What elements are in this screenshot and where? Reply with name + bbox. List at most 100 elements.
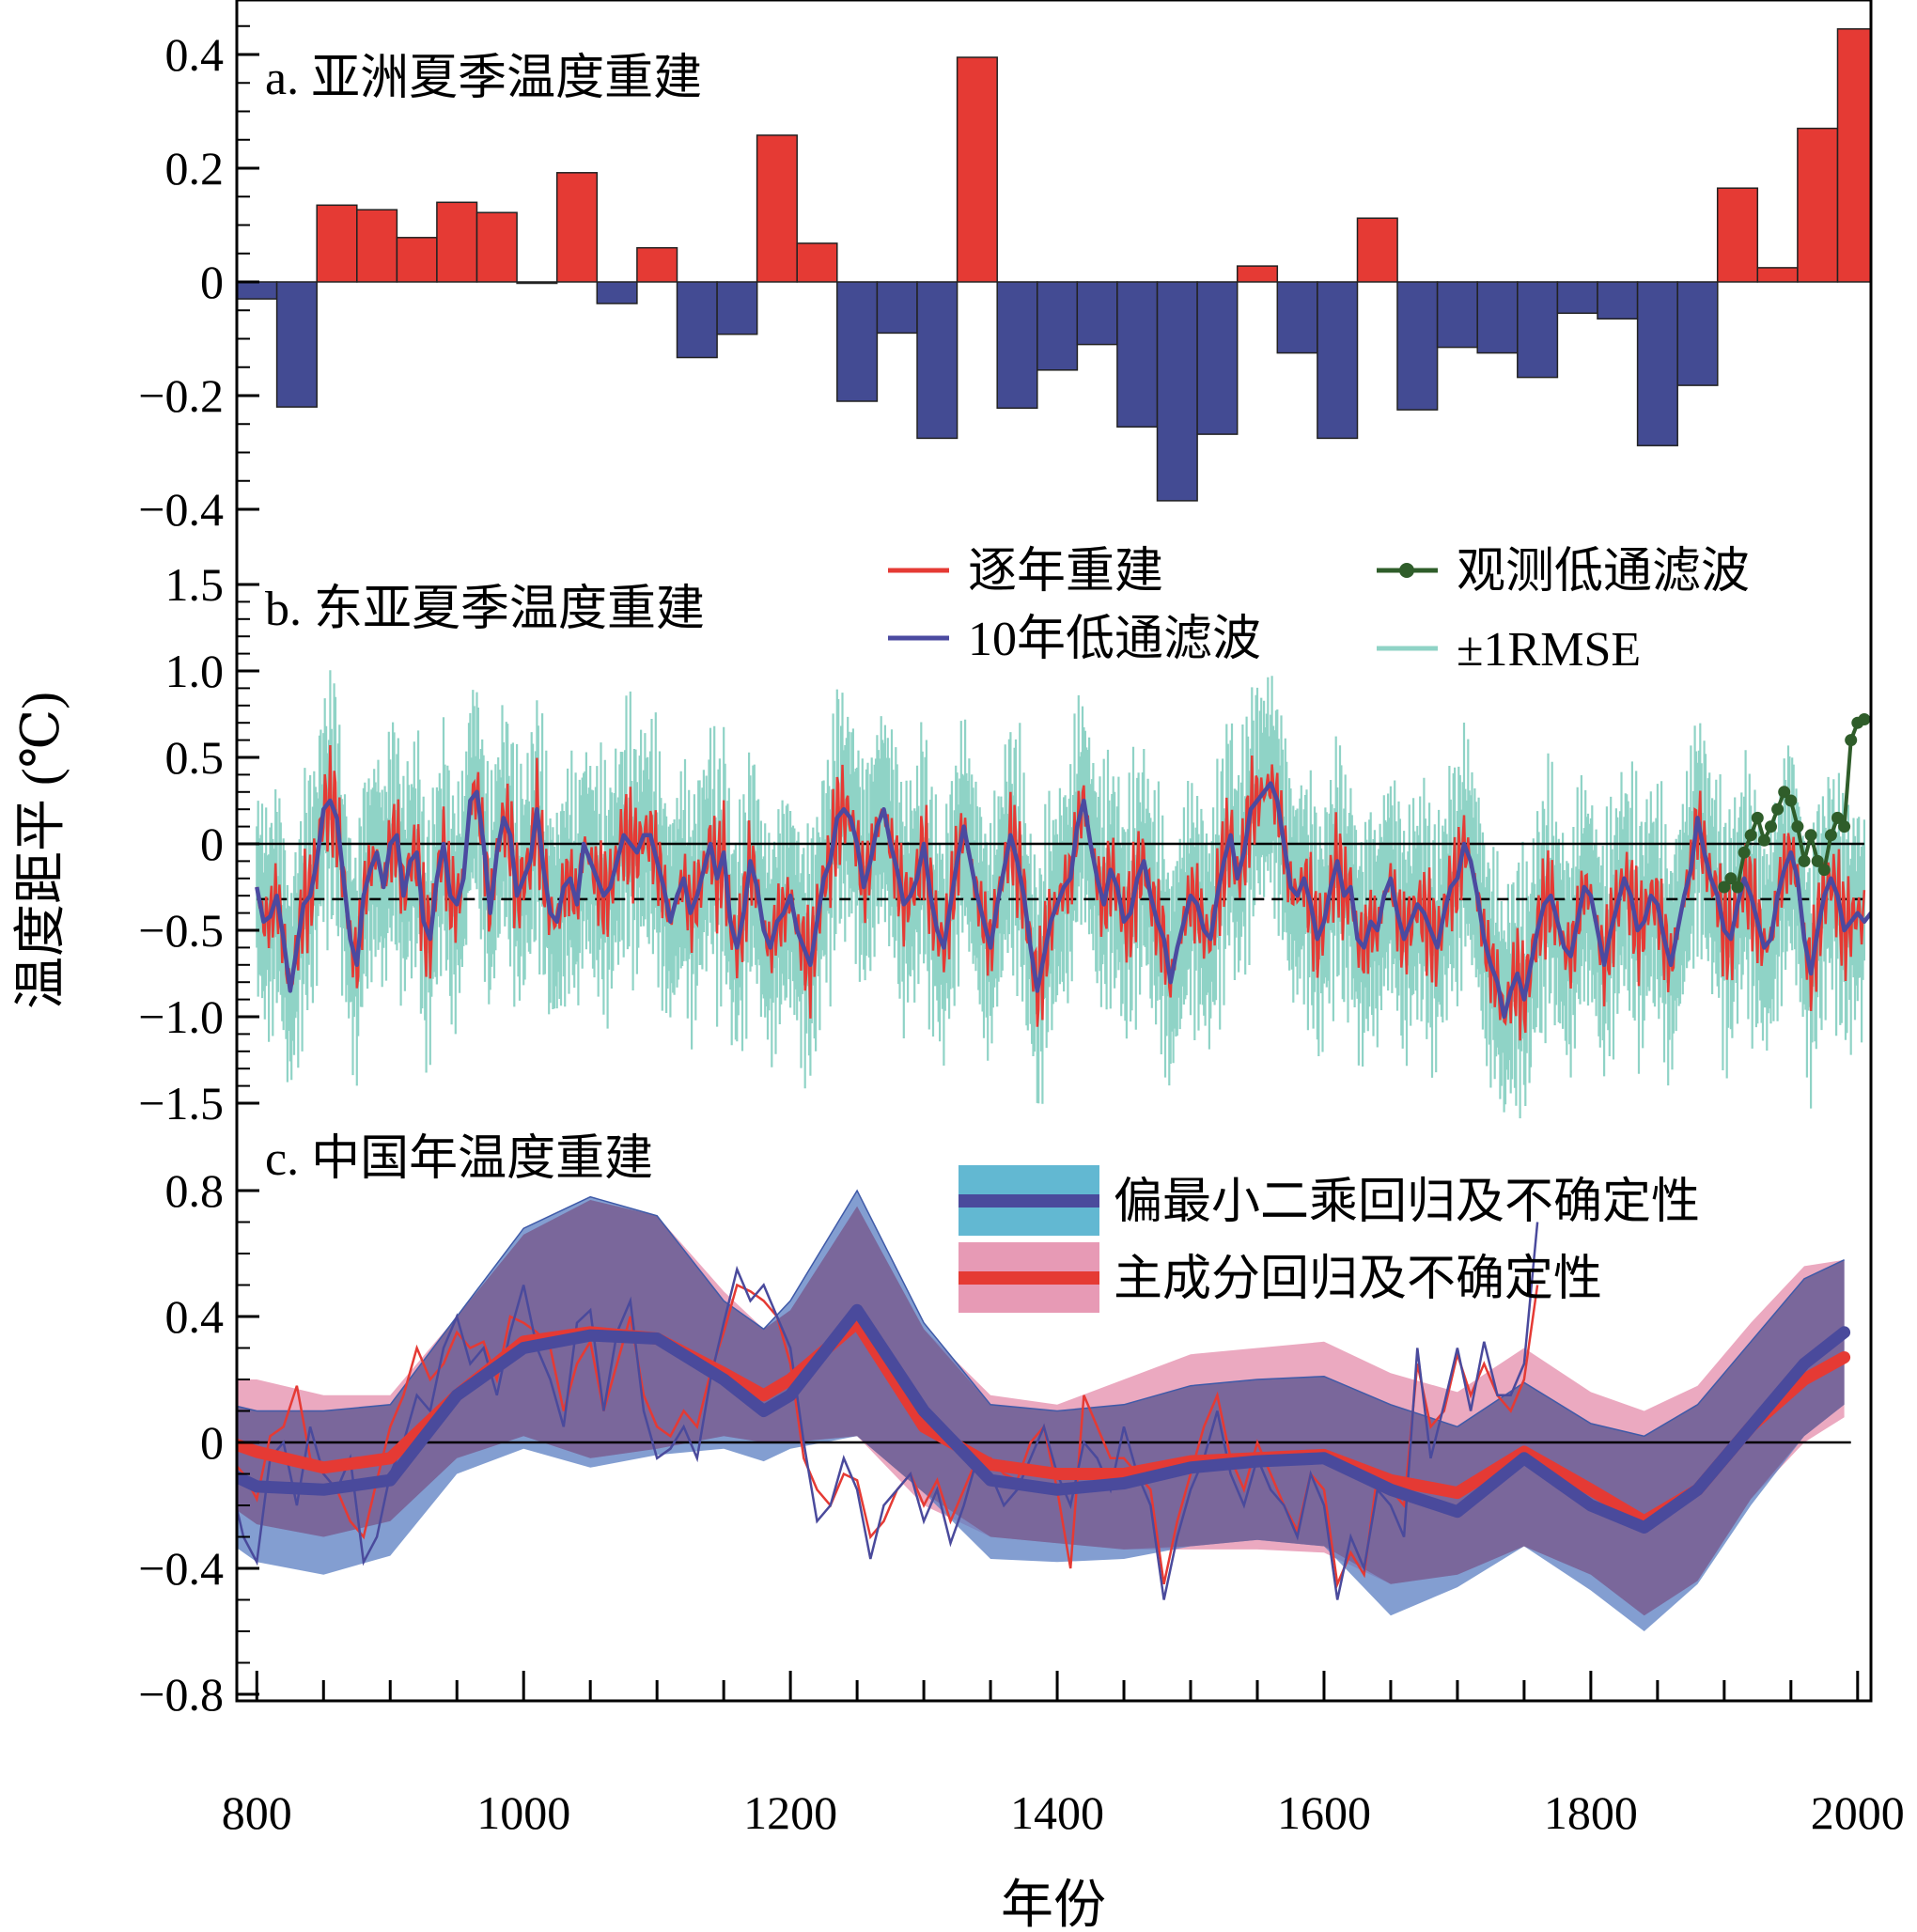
pls-annual-line: [237, 1222, 1539, 1600]
warm-bar: [1356, 217, 1398, 283]
panel-a-tick-label: 0.4: [165, 28, 225, 81]
panel-b-tick-label: 1.5: [165, 558, 225, 611]
plot-frame: [235, 0, 1873, 1703]
observed-point: [1731, 880, 1744, 894]
warm-bar: [636, 246, 678, 283]
cool-bar: [1036, 281, 1079, 371]
panel-a-tick-label: −0.2: [138, 369, 224, 422]
legend-rmse-label: ±1RMSE: [1457, 623, 1641, 677]
pls-band-edge: [237, 1189, 1845, 1438]
warm-bar: [436, 201, 478, 283]
panel-c-plot: [237, 1189, 1851, 1631]
x-tick-label: 1000: [476, 1786, 570, 1839]
cool-bar: [1436, 281, 1478, 349]
observed-point: [1757, 834, 1770, 847]
observed-point: [1817, 864, 1831, 877]
warm-bar: [396, 237, 438, 283]
pcr-annual-line: [237, 1283, 1539, 1589]
observed-point: [1811, 854, 1824, 867]
panel-b-legend: 逐年重建 10年低通滤波 观测低通滤波 ±1RMSE: [888, 545, 1750, 677]
cool-bar: [876, 281, 918, 335]
legend-lowpass-label: 10年低通滤波: [968, 613, 1261, 666]
cool-bar: [1676, 281, 1719, 386]
observed-point: [1824, 829, 1837, 842]
cool-bar: [1597, 281, 1639, 320]
cool-bar: [1196, 281, 1239, 435]
panel-b-tick-label: −1.0: [138, 990, 224, 1043]
panel-c-tick-label: −0.8: [138, 1668, 224, 1721]
observed-point: [1858, 713, 1871, 725]
panel-b-tick-label: −1.5: [138, 1077, 224, 1130]
x-tick-label: 2000: [1811, 1786, 1905, 1839]
cool-bar: [1076, 281, 1118, 346]
panel-a-tick-label: 0.2: [165, 142, 225, 195]
cool-bar: [1517, 281, 1559, 379]
cool-bar: [836, 281, 879, 402]
cool-bar: [1396, 281, 1439, 411]
cool-bar: [996, 281, 1038, 410]
observed-point: [1751, 811, 1764, 824]
panel-b-tick-label: 0: [200, 818, 224, 870]
panel-b-tick-label: 1.0: [165, 645, 225, 697]
lowpass-line: [255, 781, 1871, 1020]
warm-bar: [796, 242, 838, 283]
y-axis-title: 温度距平 (℃): [12, 692, 70, 1009]
observed-point: [1778, 786, 1791, 799]
legend-pls-label: 偏最小二乘回归及不确定性: [1114, 1176, 1700, 1229]
observed-point: [1738, 846, 1751, 859]
warm-bar: [1236, 265, 1279, 283]
observed-point: [1845, 734, 1858, 747]
cool-bar: [716, 281, 758, 335]
warm-bar: [1797, 127, 1839, 283]
warm-bar: [555, 172, 599, 283]
cool-bar: [596, 281, 638, 304]
x-tick-label: 800: [222, 1786, 292, 1839]
panel-a-bars: [237, 28, 1871, 502]
observed-point: [1785, 794, 1798, 807]
pls-smooth-line: [237, 1303, 1851, 1534]
cool-bar: [676, 281, 718, 359]
cool-bar: [1276, 281, 1318, 354]
warm-bar: [1756, 267, 1799, 283]
panel-c-tick-label: −0.4: [138, 1542, 224, 1595]
observed-point: [1831, 811, 1844, 824]
x-tick-label: 1600: [1277, 1786, 1371, 1839]
x-axis: 800 1000 1200 1400 1600 1800 2000: [222, 1671, 1905, 1839]
observed-point: [1804, 829, 1817, 842]
panel-c-tick-label: 0.4: [165, 1290, 225, 1343]
panel-b-plot: [255, 670, 1871, 1119]
observed-point: [1838, 820, 1851, 834]
cool-bar: [1556, 281, 1598, 315]
legend-pcr-label: 主成分回归及不确定性: [1114, 1253, 1602, 1306]
panel-a-tick-label: −0.4: [138, 483, 224, 536]
observed-point: [1791, 820, 1804, 834]
x-tick-label: 1800: [1544, 1786, 1638, 1839]
panel-a-y-axis: 0.4 0.2 0 −0.2 −0.4: [138, 24, 259, 536]
panel-a-tick-label: 0: [200, 256, 224, 308]
panel-b-tick-label: −0.5: [138, 904, 224, 957]
warm-bar: [756, 134, 798, 283]
cool-bar: [1156, 281, 1198, 502]
panel-c-legend: 偏最小二乘回归及不确定性 主成分回归及不确定性: [958, 1165, 1700, 1313]
cool-bar: [1476, 281, 1519, 354]
warm-bar: [316, 204, 358, 283]
x-tick-label: 1400: [1010, 1786, 1104, 1839]
warm-bar: [956, 56, 998, 283]
observed-point: [1724, 872, 1738, 885]
panel-b-y-axis: 1.5 1.0 0.5 0 −0.5 −1.0 −1.5: [138, 558, 259, 1130]
observed-point: [1798, 854, 1811, 867]
observed-point: [1744, 829, 1757, 842]
panel-b-tick-label: 0.5: [165, 731, 225, 784]
legend-observed-label: 观测低通滤波: [1457, 545, 1750, 599]
cool-bar: [1317, 281, 1359, 440]
legend-observed-marker: [1399, 563, 1414, 578]
panel-c: 0.8 0.4 0 −0.4 −0.8 c. 中国年温度重建 偏最小二乘回归及不确定性 …: [138, 1132, 1851, 1721]
cool-bar: [1116, 281, 1159, 428]
cool-bar: [275, 281, 318, 408]
observed-point: [1765, 820, 1777, 834]
cool-bar: [237, 281, 278, 300]
cool-bar: [916, 281, 958, 440]
panel-a: 0.4 0.2 0 −0.2 −0.4 a. 亚洲夏季温度重建: [138, 24, 1871, 536]
panel-c-y-axis: 0.8 0.4 0 −0.4 −0.8: [138, 1164, 259, 1721]
